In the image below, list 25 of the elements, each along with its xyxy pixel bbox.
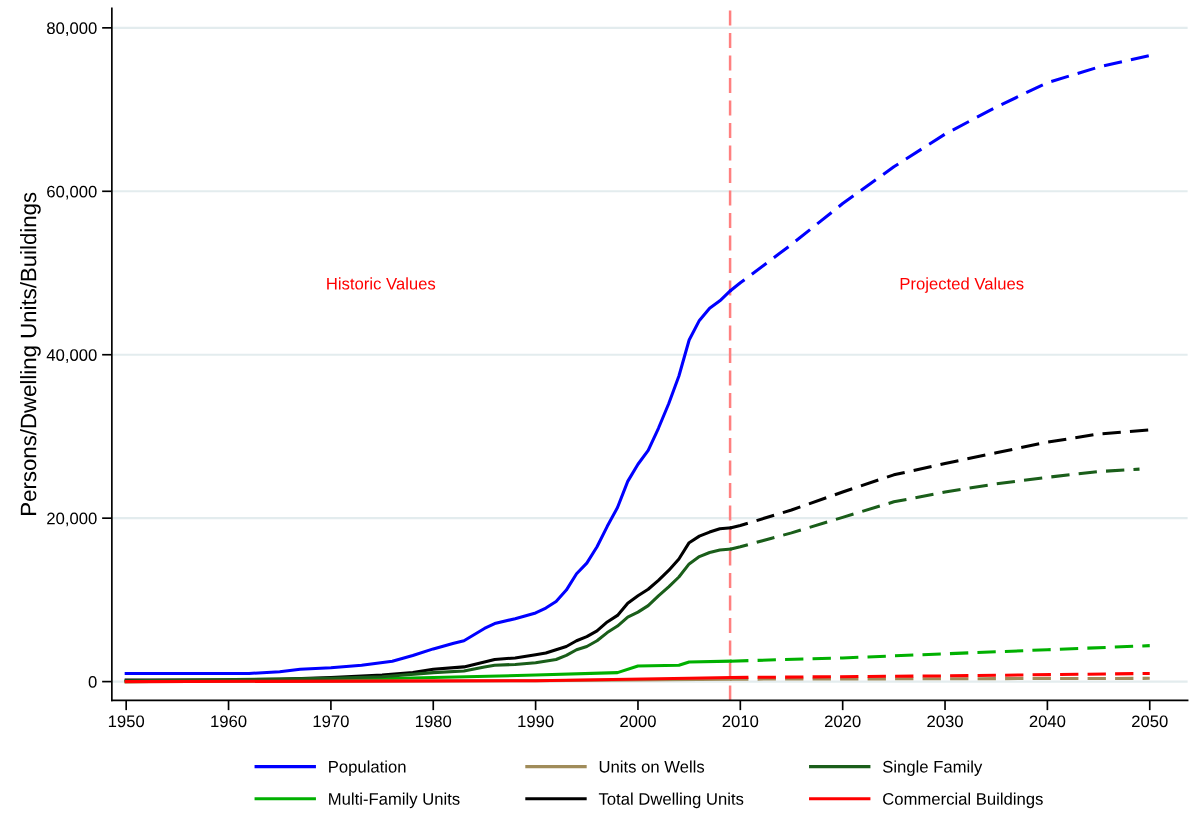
x-tick-label: 1980 (415, 715, 452, 728)
x-tick-label: 2020 (824, 715, 861, 728)
x-tick-label: 2000 (620, 715, 656, 728)
x-tick-label: 1970 (313, 715, 349, 728)
annotation: Projected Values (900, 277, 1024, 293)
legend-label: Units on Wells (599, 760, 705, 773)
legend-label: Population (329, 760, 406, 776)
x-tick-label: 1960 (211, 715, 247, 728)
x-tick-label: 2010 (722, 715, 759, 728)
legend-label: Total Dwelling Units (598, 792, 744, 809)
y-axis-title: Persons/Dwelling Units/Buildings (20, 192, 41, 515)
y-tick-label: 60,000 (47, 185, 97, 200)
x-tick-label: 1990 (518, 715, 554, 728)
legend-label: Single Family (883, 760, 983, 776)
y-tick-label: 0 (88, 676, 97, 688)
x-tick-label: 1950 (108, 715, 145, 728)
x-tick-label: 2040 (1029, 715, 1066, 728)
x-tick-label: 2050 (1132, 715, 1168, 728)
legend-label: Multi-Family Units (329, 792, 460, 809)
y-tick-label: 20,000 (47, 512, 97, 527)
x-tick-label: 2030 (927, 715, 963, 728)
y-tick-label: 80,000 (47, 22, 97, 37)
legend-label: Commercial Buildings (883, 792, 1043, 809)
y-tick-label: 40,000 (46, 349, 97, 363)
annotation: Historic Values (327, 277, 436, 290)
